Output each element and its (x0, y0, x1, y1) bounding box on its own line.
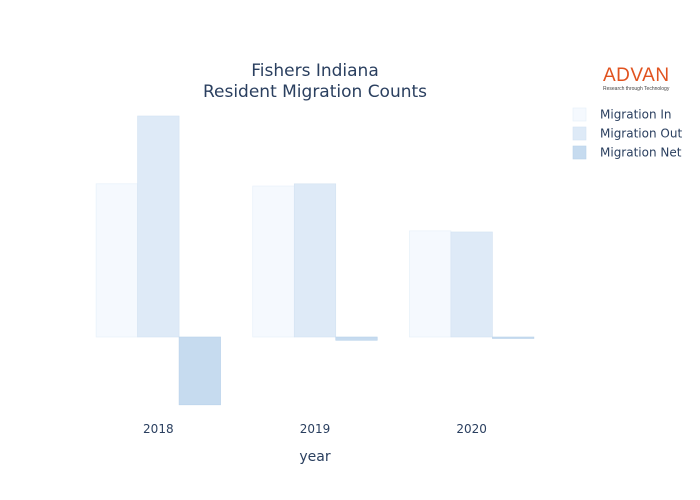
legend-swatch (572, 145, 587, 160)
bars-layer (95, 115, 535, 406)
legend-item-migration-in[interactable]: Migration In (572, 107, 672, 122)
chart-title-line-2: Resident Migration Counts (203, 82, 427, 102)
legend-swatch (572, 107, 587, 122)
legend[interactable]: Migration In Migration Out Migration Net (572, 107, 682, 160)
chart-title: Fishers Indiana Resident Migration Count… (203, 61, 427, 102)
bar-migration-in-2020[interactable] (409, 230, 452, 338)
x-axis-ticks: 2018 2019 2020 (143, 422, 487, 436)
advan-logo-wordmark: ADVAN (603, 65, 670, 86)
bar-migration-out-2020[interactable] (450, 231, 493, 338)
x-tick-label-2020: 2020 (456, 422, 487, 436)
bar-migration-in-2019[interactable] (252, 185, 295, 338)
legend-label: Migration Out (600, 127, 682, 141)
legend-swatch (572, 126, 587, 141)
x-tick-label-2018: 2018 (143, 422, 174, 436)
bar-migration-out-2019[interactable] (293, 183, 337, 338)
x-tick-label-2019: 2019 (300, 422, 331, 436)
advan-logo-tagline: Research through Technology (603, 86, 670, 92)
bar-migration-net-2019[interactable] (335, 336, 378, 341)
bar-migration-net-2020[interactable] (492, 336, 535, 339)
chart-title-line-1: Fishers Indiana (251, 61, 379, 81)
bar-migration-out-2018[interactable] (137, 115, 180, 338)
bar-migration-net-2018[interactable] (178, 336, 221, 406)
x-axis-title: year (299, 449, 330, 465)
advan-logo: ADVAN Research through Technology (603, 65, 673, 93)
legend-label: Migration In (600, 108, 672, 122)
bar-migration-in-2018[interactable] (95, 183, 138, 338)
legend-item-migration-net[interactable]: Migration Net (572, 145, 682, 160)
legend-label: Migration Net (600, 146, 682, 160)
legend-item-migration-out[interactable]: Migration Out (572, 126, 682, 141)
